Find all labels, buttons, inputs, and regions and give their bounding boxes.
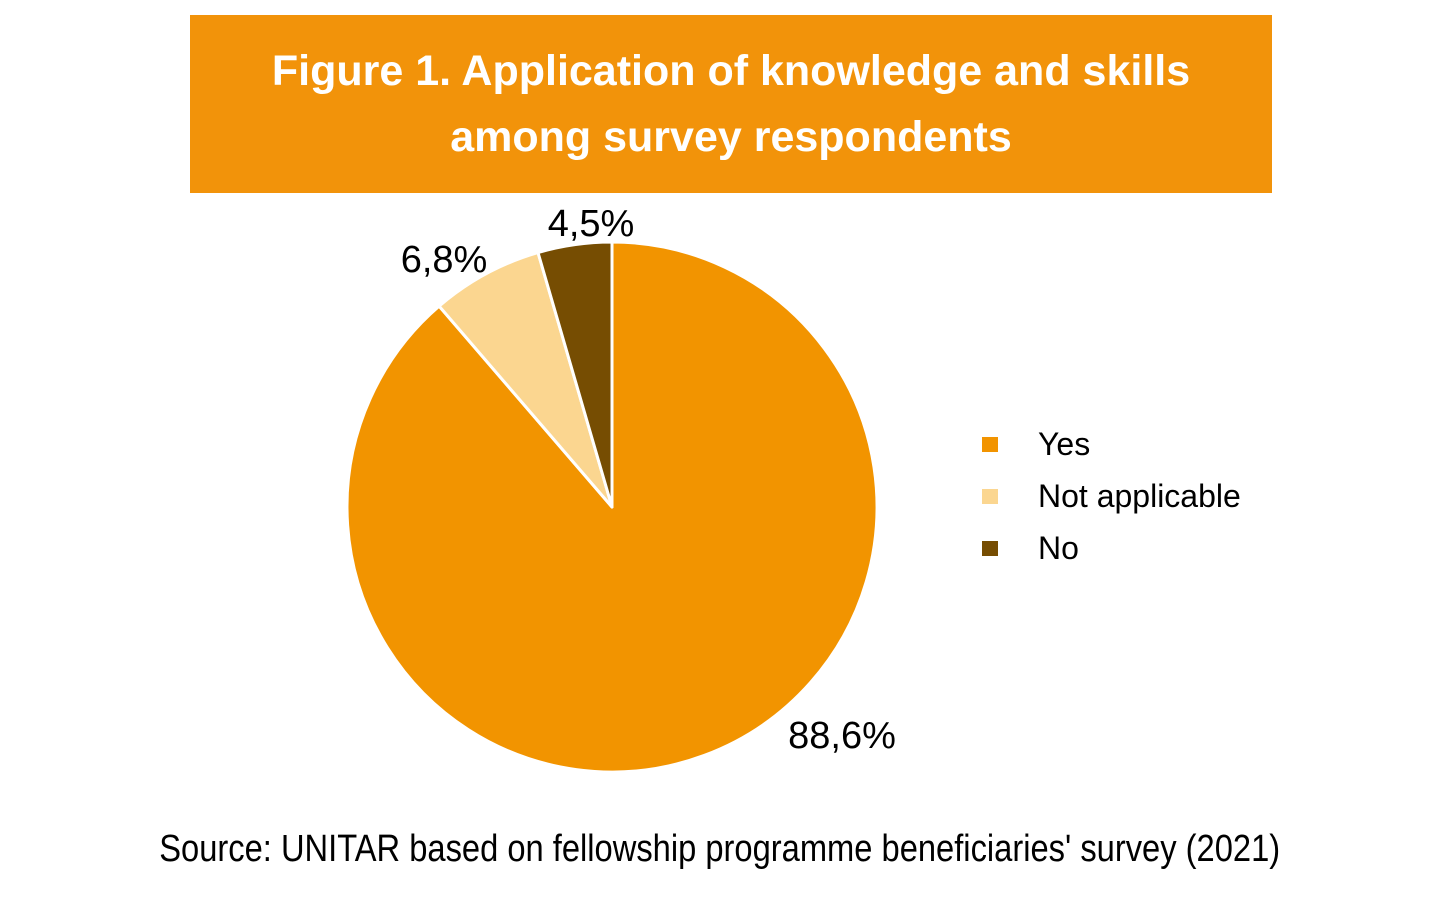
pie-label-no: 4,5% bbox=[547, 203, 635, 245]
legend-swatch-yes-icon bbox=[982, 436, 998, 452]
pie-slice-no bbox=[536, 240, 614, 509]
legend: Yes Not applicable No bbox=[982, 424, 1241, 580]
pie-label-yes: 88,6% bbox=[788, 715, 896, 757]
legend-item-not-applicable: Not applicable bbox=[982, 476, 1241, 516]
pie-chart-svg bbox=[345, 240, 879, 774]
legend-label-not-applicable: Not applicable bbox=[1038, 477, 1241, 514]
legend-label-yes: Yes bbox=[1038, 425, 1091, 462]
legend-swatch-no-icon bbox=[982, 540, 998, 556]
legend-label-no: No bbox=[1038, 529, 1079, 566]
figure-title-line-2: among survey respondents bbox=[450, 113, 1012, 161]
legend-swatch-not-applicable-icon bbox=[982, 488, 998, 504]
source-caption-text: Source: UNITAR based on fellowship progr… bbox=[159, 828, 1281, 870]
figure-title-line-1: Figure 1. Application of knowledge and s… bbox=[271, 47, 1191, 95]
pie-slice-not-applicable bbox=[437, 251, 614, 509]
legend-item-yes: Yes bbox=[982, 424, 1241, 464]
legend-item-no: No bbox=[982, 528, 1241, 568]
pie-label-not-applicable: 6,8% bbox=[400, 239, 488, 281]
pie-chart bbox=[332, 227, 892, 787]
source-caption: Source: UNITAR based on fellowship progr… bbox=[0, 828, 1440, 871]
figure-title-banner: Figure 1. Application of knowledge and s… bbox=[190, 15, 1272, 193]
pie-slice-yes bbox=[345, 240, 879, 774]
